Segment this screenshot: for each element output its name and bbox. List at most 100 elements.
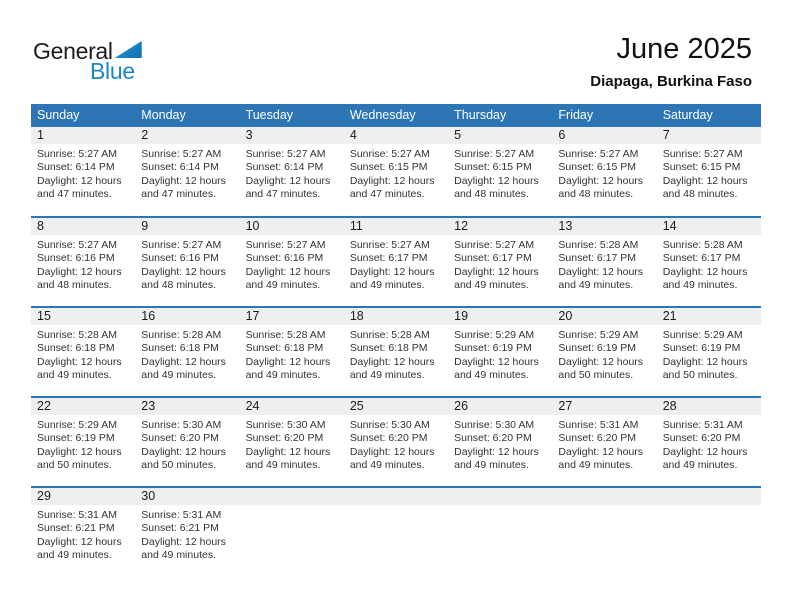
daylight-text-line2: and 49 minutes.: [662, 279, 738, 292]
daylight-text-line1: Daylight: 12 hours: [37, 445, 122, 458]
daylight-text-line2: and 49 minutes.: [558, 459, 634, 472]
day-number: 19: [448, 308, 553, 325]
daylight-text-line2: and 47 minutes.: [245, 188, 321, 201]
daylight-text-line2: and 49 minutes.: [454, 459, 529, 472]
daylight-text-line1: Daylight: 12 hours: [662, 355, 748, 368]
day-cell: 21 Sunrise: 5:29 AM Sunset: 6:19 PM Dayl…: [656, 306, 761, 397]
sunrise-text: Sunrise: 5:28 AM: [245, 329, 326, 341]
sunset-text: Sunset: 6:20 PM: [662, 432, 741, 445]
day-number: 4: [343, 127, 449, 144]
daylight-text-line1: Daylight: 12 hours: [558, 445, 644, 458]
day-info: [344, 505, 448, 509]
day-info: Sunrise: 5:27 AM Sunset: 6:17 PM Dayligh…: [344, 235, 448, 293]
daylight-text-line1: Daylight: 12 hours: [349, 174, 435, 187]
sunrise-text: Sunrise: 5:30 AM: [141, 419, 222, 431]
sunrise-text: Sunrise: 5:29 AM: [454, 329, 535, 341]
sunrise-text: Sunrise: 5:31 AM: [141, 509, 222, 521]
sunset-text: Sunset: 6:19 PM: [662, 342, 741, 355]
empty-day-cell: [552, 486, 657, 577]
weekday-header-sunday: Sunday: [31, 104, 136, 127]
day-cell: 23 Sunrise: 5:30 AM Sunset: 6:20 PM Dayl…: [135, 396, 240, 487]
day-number: 1: [31, 127, 136, 144]
daylight-text-line2: and 48 minutes.: [37, 279, 112, 292]
daylight-text-line1: Daylight: 12 hours: [141, 265, 226, 278]
daylight-text-line1: Daylight: 12 hours: [141, 355, 226, 368]
day-info: Sunrise: 5:29 AM Sunset: 6:19 PM Dayligh…: [552, 325, 656, 383]
daylight-text-line2: and 49 minutes.: [558, 279, 634, 292]
daylight-text-line2: and 49 minutes.: [141, 549, 216, 562]
sunrise-text: Sunrise: 5:27 AM: [349, 239, 430, 251]
sunset-text: Sunset: 6:14 PM: [245, 161, 324, 174]
daylight-text-line1: Daylight: 12 hours: [558, 355, 644, 368]
day-info: Sunrise: 5:28 AM Sunset: 6:18 PM Dayligh…: [240, 325, 344, 383]
day-info: Sunrise: 5:29 AM Sunset: 6:19 PM Dayligh…: [31, 415, 135, 473]
sunrise-text: Sunrise: 5:27 AM: [349, 148, 430, 160]
sunrise-text: Sunrise: 5:27 AM: [245, 148, 326, 160]
daylight-text-line1: Daylight: 12 hours: [37, 174, 122, 187]
day-cell: 9 Sunrise: 5:27 AM Sunset: 6:16 PM Dayli…: [135, 216, 240, 307]
week-row: 1 Sunrise: 5:27 AM Sunset: 6:14 PM Dayli…: [31, 127, 761, 217]
day-number: 30: [135, 488, 240, 505]
sunset-text: Sunset: 6:20 PM: [245, 432, 324, 445]
day-number: [239, 488, 344, 505]
daylight-text-line2: and 48 minutes.: [454, 188, 529, 201]
sunset-text: Sunset: 6:20 PM: [558, 432, 637, 445]
sunrise-text: Sunrise: 5:29 AM: [662, 329, 743, 341]
day-info: Sunrise: 5:27 AM Sunset: 6:15 PM Dayligh…: [552, 144, 656, 202]
sunrise-text: Sunrise: 5:27 AM: [454, 148, 535, 160]
empty-day-cell: [343, 486, 449, 577]
daylight-text-line2: and 48 minutes.: [662, 188, 738, 201]
sunrise-text: Sunrise: 5:31 AM: [558, 419, 639, 431]
day-cell: 16 Sunrise: 5:28 AM Sunset: 6:18 PM Dayl…: [135, 306, 240, 397]
daylight-text-line1: Daylight: 12 hours: [37, 535, 122, 548]
day-cell: 11 Sunrise: 5:27 AM Sunset: 6:17 PM Dayl…: [343, 216, 449, 307]
week-row: 22 Sunrise: 5:29 AM Sunset: 6:19 PM Dayl…: [31, 396, 761, 487]
day-cell: 8 Sunrise: 5:27 AM Sunset: 6:16 PM Dayli…: [31, 216, 136, 307]
sunrise-text: Sunrise: 5:27 AM: [558, 148, 639, 160]
sunset-text: Sunset: 6:16 PM: [245, 252, 324, 265]
day-number: 26: [448, 398, 553, 415]
sunset-text: Sunset: 6:18 PM: [349, 342, 428, 355]
day-number: 20: [552, 308, 657, 325]
day-info: Sunrise: 5:30 AM Sunset: 6:20 PM Dayligh…: [240, 415, 344, 473]
daylight-text-line1: Daylight: 12 hours: [245, 445, 331, 458]
weekday-header-saturday: Saturday: [656, 104, 761, 127]
daylight-text-line1: Daylight: 12 hours: [558, 174, 644, 187]
day-info: Sunrise: 5:30 AM Sunset: 6:20 PM Dayligh…: [135, 415, 239, 473]
sunrise-text: Sunrise: 5:28 AM: [662, 239, 743, 251]
day-cell: 15 Sunrise: 5:28 AM Sunset: 6:18 PM Dayl…: [31, 306, 136, 397]
daylight-text-line1: Daylight: 12 hours: [662, 445, 748, 458]
day-cell: 13 Sunrise: 5:28 AM Sunset: 6:17 PM Dayl…: [552, 216, 657, 307]
sunrise-text: Sunrise: 5:29 AM: [558, 329, 639, 341]
empty-day-cell: [656, 486, 761, 577]
sunset-text: Sunset: 6:17 PM: [662, 252, 741, 265]
day-cell: 2 Sunrise: 5:27 AM Sunset: 6:14 PM Dayli…: [135, 127, 240, 217]
day-info: [657, 505, 761, 509]
day-number: 28: [656, 398, 761, 415]
daylight-text-line2: and 49 minutes.: [245, 279, 321, 292]
sunset-text: Sunset: 6:17 PM: [558, 252, 637, 265]
week-row: 29 Sunrise: 5:31 AM Sunset: 6:21 PM Dayl…: [31, 486, 761, 577]
day-info: Sunrise: 5:29 AM Sunset: 6:19 PM Dayligh…: [448, 325, 552, 383]
sunset-text: Sunset: 6:14 PM: [141, 161, 219, 174]
daylight-text-line1: Daylight: 12 hours: [454, 174, 539, 187]
day-number: 7: [656, 127, 761, 144]
weekday-header-wednesday: Wednesday: [343, 104, 449, 127]
page-subtitle: Diapaga, Burkina Faso: [590, 72, 752, 90]
daylight-text-line2: and 47 minutes.: [141, 188, 216, 201]
sunset-text: Sunset: 6:15 PM: [349, 161, 428, 174]
sunset-text: Sunset: 6:20 PM: [349, 432, 428, 445]
day-number: 17: [239, 308, 344, 325]
day-info: Sunrise: 5:28 AM Sunset: 6:18 PM Dayligh…: [135, 325, 239, 383]
sunset-text: Sunset: 6:21 PM: [37, 522, 115, 535]
day-info: Sunrise: 5:30 AM Sunset: 6:20 PM Dayligh…: [344, 415, 448, 473]
sunrise-text: Sunrise: 5:27 AM: [245, 239, 326, 251]
day-number: 3: [239, 127, 344, 144]
daylight-text-line2: and 50 minutes.: [662, 369, 738, 382]
day-cell: 24 Sunrise: 5:30 AM Sunset: 6:20 PM Dayl…: [239, 396, 344, 487]
daylight-text-line2: and 47 minutes.: [349, 188, 425, 201]
sunset-text: Sunset: 6:16 PM: [141, 252, 219, 265]
day-number: 13: [552, 218, 657, 235]
title-block: June 2025 Diapaga, Burkina Faso: [590, 33, 752, 90]
day-cell: 19 Sunrise: 5:29 AM Sunset: 6:19 PM Dayl…: [448, 306, 553, 397]
